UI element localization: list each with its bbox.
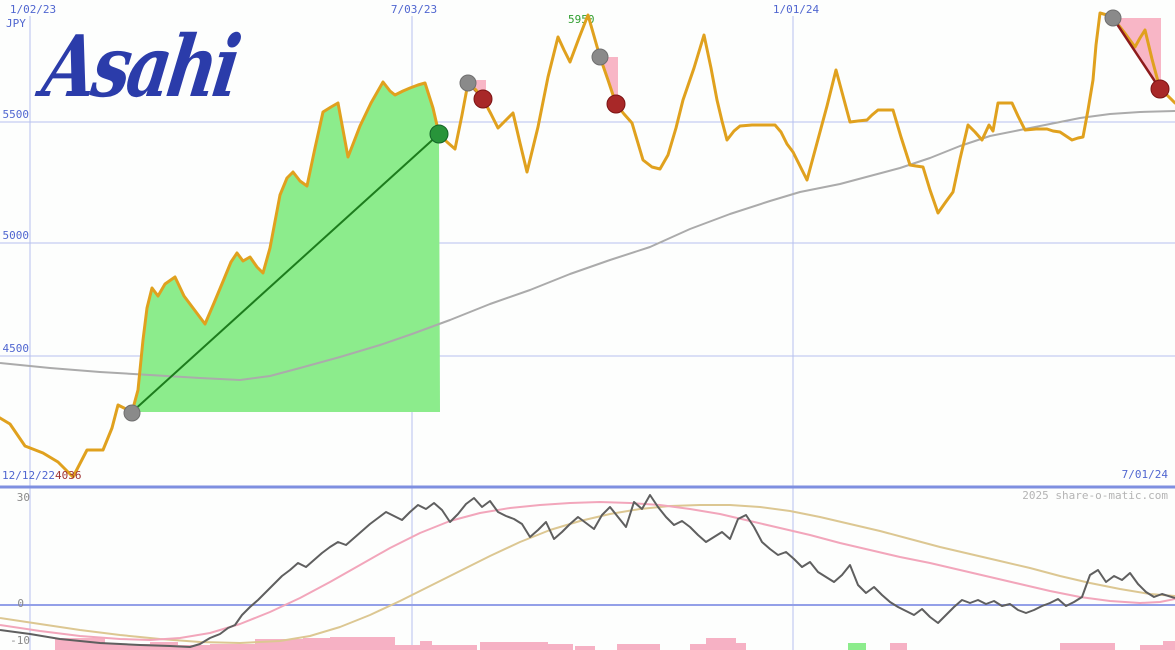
volume-bar-11 xyxy=(480,642,548,650)
volume-bar-12 xyxy=(548,644,573,650)
indicator-tick-30: 30 xyxy=(16,491,30,504)
volume-bar-9 xyxy=(420,641,432,650)
sell-gray-dot-1 xyxy=(591,48,609,66)
volume-bar-20 xyxy=(1060,643,1115,650)
volume-bar-3 xyxy=(178,645,210,650)
price-tick-5000: 5000 xyxy=(2,229,30,242)
x-tick-date-4: 7/01/24 xyxy=(1121,468,1168,481)
sell-red-dot-1 xyxy=(606,94,626,114)
trend-start-dot xyxy=(123,404,141,422)
volume-bar-7 xyxy=(330,637,395,650)
gain-wedge-fill xyxy=(132,82,440,412)
asahi-logo: Asahi xyxy=(36,16,244,116)
volume-bar-21 xyxy=(1140,645,1163,650)
x-tick-date-1: 1/02/23 xyxy=(9,3,57,16)
series-start-date-label: 12/12/22 xyxy=(2,469,55,482)
watermark-text: 2025 share-o-matic.com xyxy=(1022,489,1168,502)
signal-pink-line xyxy=(0,501,1175,641)
x-tick-date-2: 7/03/23 xyxy=(390,3,438,16)
volume-bar-8 xyxy=(395,645,420,650)
volume-bar-13 xyxy=(575,646,595,650)
sell-red-dot-0 xyxy=(473,89,493,109)
volume-bar-6 xyxy=(303,638,330,650)
volume-bar-18 xyxy=(848,643,866,650)
sell-red-dot-2 xyxy=(1150,79,1170,99)
moving-average-line xyxy=(0,110,1175,381)
volume-bar-0 xyxy=(55,638,105,650)
volume-bar-14 xyxy=(617,644,660,650)
trend-end-dot xyxy=(429,124,449,144)
sell-gray-dot-2 xyxy=(1104,9,1122,27)
currency-label: JPY xyxy=(6,17,26,30)
sell-connector-over-0 xyxy=(1111,17,1162,90)
momentum-fast-line xyxy=(0,494,1175,648)
series-start-price-label: 4036 xyxy=(55,469,82,482)
price-tick-4500: 4500 xyxy=(2,342,30,355)
price-line xyxy=(0,11,1175,479)
volume-bar-10 xyxy=(432,645,477,650)
volume-bar-5 xyxy=(255,639,303,650)
price-tick-5500: 5500 xyxy=(2,108,30,121)
volume-bar-16 xyxy=(706,638,736,650)
volume-bar-22 xyxy=(1163,641,1175,650)
volume-bar-15 xyxy=(690,644,706,650)
sell-gray-dot-0 xyxy=(459,74,477,92)
volume-bar-17 xyxy=(736,643,746,650)
signal-tan-line xyxy=(0,504,1175,644)
volume-bar-4 xyxy=(210,644,255,650)
indicator-tick-m10: -10 xyxy=(10,634,30,647)
indicator-tick-0: 0 xyxy=(17,597,24,610)
uptrend-line xyxy=(131,133,440,413)
x-tick-date-3: 1/01/24 xyxy=(772,3,820,16)
volume-bar-19 xyxy=(890,643,907,650)
volume-bar-1 xyxy=(105,644,150,650)
